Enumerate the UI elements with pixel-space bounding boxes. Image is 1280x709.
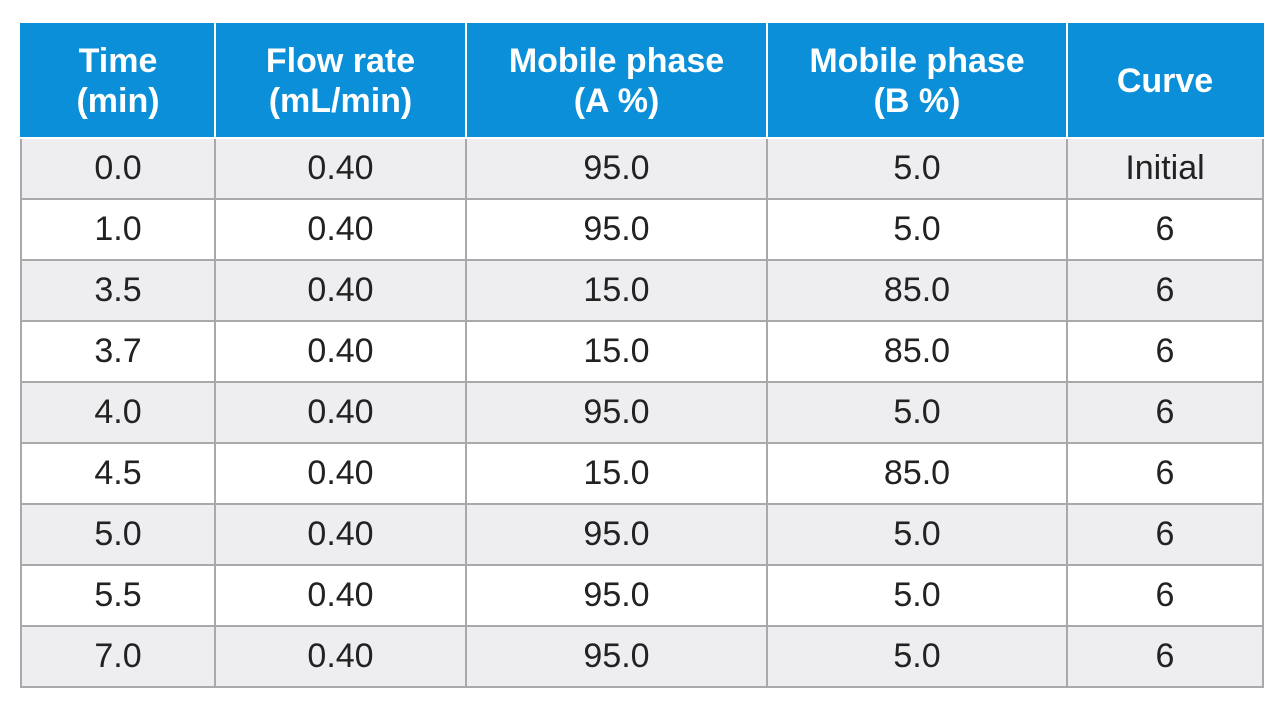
cell-mobile-phase-a: 95.0 <box>465 564 768 627</box>
header-curve: Curve <box>1066 23 1264 139</box>
cell-flow-rate: 0.40 <box>214 137 467 200</box>
cell-time: 5.0 <box>20 503 216 566</box>
cell-time: 4.5 <box>20 442 216 505</box>
table-row: 4.0 0.40 95.0 5.0 6 <box>20 381 1264 444</box>
cell-flow-rate: 0.40 <box>214 503 467 566</box>
cell-flow-rate: 0.40 <box>214 381 467 444</box>
table-row: 5.0 0.40 95.0 5.0 6 <box>20 503 1264 566</box>
table-header: Time (min) Flow rate (mL/min) Mobile pha… <box>20 23 1264 139</box>
table-row: 1.0 0.40 95.0 5.0 6 <box>20 198 1264 261</box>
cell-flow-rate: 0.40 <box>214 564 467 627</box>
cell-time: 3.7 <box>20 320 216 383</box>
header-mobile-phase-a-line2: (A %) <box>573 82 660 120</box>
gradient-table: Time (min) Flow rate (mL/min) Mobile pha… <box>20 23 1264 688</box>
cell-curve: 6 <box>1066 564 1264 627</box>
cell-curve: 6 <box>1066 503 1264 566</box>
header-mobile-phase-a-line1: Mobile phase <box>508 42 725 80</box>
header-curve-line1: Curve <box>1116 62 1214 100</box>
cell-flow-rate: 0.40 <box>214 259 467 322</box>
cell-mobile-phase-b: 85.0 <box>766 320 1068 383</box>
table-row: 4.5 0.40 15.0 85.0 6 <box>20 442 1264 505</box>
header-mobile-phase-a: Mobile phase (A %) <box>465 23 768 139</box>
cell-mobile-phase-a: 95.0 <box>465 137 768 200</box>
header-flow-rate-line1: Flow rate <box>265 42 416 80</box>
cell-curve: 6 <box>1066 320 1264 383</box>
cell-mobile-phase-a: 15.0 <box>465 259 768 322</box>
cell-mobile-phase-a: 15.0 <box>465 320 768 383</box>
cell-time: 3.5 <box>20 259 216 322</box>
header-time-line1: Time <box>78 42 158 80</box>
table-row: 3.5 0.40 15.0 85.0 6 <box>20 259 1264 322</box>
cell-mobile-phase-b: 5.0 <box>766 564 1068 627</box>
cell-mobile-phase-a: 95.0 <box>465 381 768 444</box>
cell-flow-rate: 0.40 <box>214 625 467 688</box>
header-mobile-phase-b-line2: (B %) <box>873 82 961 120</box>
cell-time: 1.0 <box>20 198 216 261</box>
cell-time: 0.0 <box>20 137 216 200</box>
cell-time: 5.5 <box>20 564 216 627</box>
cell-mobile-phase-a: 95.0 <box>465 198 768 261</box>
cell-mobile-phase-b: 5.0 <box>766 625 1068 688</box>
cell-mobile-phase-b: 5.0 <box>766 381 1068 444</box>
cell-time: 7.0 <box>20 625 216 688</box>
cell-mobile-phase-a: 95.0 <box>465 503 768 566</box>
cell-curve: Initial <box>1066 137 1264 200</box>
cell-mobile-phase-a: 95.0 <box>465 625 768 688</box>
table-row: 5.5 0.40 95.0 5.0 6 <box>20 564 1264 627</box>
cell-flow-rate: 0.40 <box>214 198 467 261</box>
header-row: Time (min) Flow rate (mL/min) Mobile pha… <box>20 23 1264 139</box>
table-row: 3.7 0.40 15.0 85.0 6 <box>20 320 1264 383</box>
header-flow-rate-line2: (mL/min) <box>268 82 413 120</box>
cell-mobile-phase-b: 85.0 <box>766 259 1068 322</box>
cell-flow-rate: 0.40 <box>214 442 467 505</box>
cell-time: 4.0 <box>20 381 216 444</box>
cell-mobile-phase-b: 5.0 <box>766 137 1068 200</box>
header-mobile-phase-b-line1: Mobile phase <box>809 42 1025 80</box>
header-time-line2: (min) <box>76 82 160 120</box>
cell-curve: 6 <box>1066 381 1264 444</box>
cell-mobile-phase-b: 5.0 <box>766 503 1068 566</box>
cell-curve: 6 <box>1066 198 1264 261</box>
table-row: 7.0 0.40 95.0 5.0 6 <box>20 625 1264 688</box>
table-row: 0.0 0.40 95.0 5.0 Initial <box>20 137 1264 200</box>
table-body: 0.0 0.40 95.0 5.0 Initial 1.0 0.40 95.0 … <box>20 137 1264 688</box>
header-time: Time (min) <box>20 23 216 139</box>
cell-curve: 6 <box>1066 442 1264 505</box>
cell-mobile-phase-a: 15.0 <box>465 442 768 505</box>
cell-curve: 6 <box>1066 625 1264 688</box>
header-flow-rate: Flow rate (mL/min) <box>214 23 467 139</box>
header-mobile-phase-b: Mobile phase (B %) <box>766 23 1068 139</box>
cell-curve: 6 <box>1066 259 1264 322</box>
cell-flow-rate: 0.40 <box>214 320 467 383</box>
gradient-table-container: Time (min) Flow rate (mL/min) Mobile pha… <box>20 23 1264 688</box>
cell-mobile-phase-b: 5.0 <box>766 198 1068 261</box>
cell-mobile-phase-b: 85.0 <box>766 442 1068 505</box>
